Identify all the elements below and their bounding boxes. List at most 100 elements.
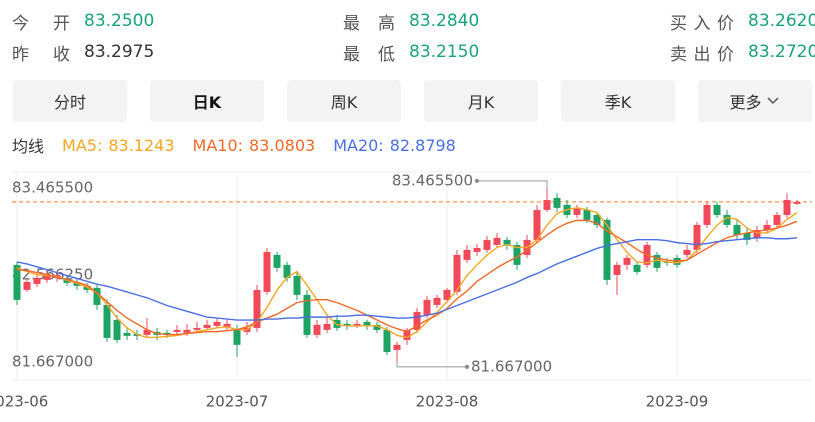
quote-label: 今开 (12, 13, 70, 34)
candle-body (793, 201, 801, 204)
quote-item: 买入价 83.2620 (670, 9, 815, 34)
candle-body (183, 329, 191, 333)
quote-value: 83.2975 (84, 42, 155, 62)
candle-body (193, 327, 201, 330)
tab-label: 季K (604, 93, 632, 112)
min-label: 81.667000 (471, 357, 552, 375)
candle-body (633, 264, 641, 272)
tab-label: 分时 (53, 93, 86, 112)
legend-name: MA10 (193, 136, 250, 155)
legend-name: MA20 (333, 136, 390, 155)
tab-label: 更多 (729, 93, 762, 112)
candle-body (493, 237, 501, 245)
candle-body (103, 304, 111, 338)
candle-body (63, 279, 71, 283)
candle-body (343, 323, 351, 326)
quote-label: 最低 (343, 44, 395, 65)
candle-body (593, 214, 601, 225)
candle-body (763, 224, 771, 230)
quote-value: 83.2840 (409, 11, 480, 31)
candle-body (283, 264, 291, 278)
candle-body (773, 214, 781, 225)
tab-label: 日K (192, 93, 222, 112)
quote-value: 83.2720 (748, 42, 815, 62)
tab[interactable]: 月K (424, 80, 538, 122)
candle-body (703, 204, 711, 225)
tab-label: 周K (330, 93, 358, 112)
candle-body (233, 329, 241, 345)
candle-body (543, 199, 551, 210)
min-pointer (396, 361, 467, 368)
legend: 均线 MA583.1243 MA1083.0803 MA2082.8798 (12, 134, 456, 157)
candle-body (123, 332, 131, 336)
candle-body (73, 282, 81, 286)
candle-body (413, 311, 421, 330)
candle-body (693, 224, 701, 250)
candle-body (513, 244, 521, 265)
candle-body (613, 264, 621, 275)
candle-body (743, 232, 751, 240)
y-tick-label: 83.465500 (12, 178, 93, 196)
candle-body (293, 275, 301, 295)
candle-body (753, 229, 761, 238)
candle-body (553, 197, 561, 208)
candle-body (33, 277, 41, 284)
ma-line (16, 207, 798, 339)
candle-body (353, 323, 361, 326)
candle-body (603, 219, 611, 280)
tab[interactable]: 季K (561, 80, 675, 122)
candle-body (113, 319, 121, 340)
legend-value: 83.0803 (249, 135, 316, 155)
x-tick-label: 2023-09 (646, 393, 709, 411)
legend-entry: MA2082.8798 (333, 136, 456, 155)
quote-value: 83.2150 (409, 42, 480, 62)
candle-body (453, 254, 461, 292)
quote-item: 昨收 83.2975 (12, 40, 155, 65)
candle-body (573, 207, 581, 215)
quote-item: 最低 83.2150 (343, 40, 480, 65)
quote-label: 昨收 (12, 44, 70, 65)
quote-item: 卖出价 83.2720 (670, 40, 815, 65)
candle-body (653, 254, 661, 268)
tab[interactable]: 周K (287, 80, 401, 122)
candle-body (273, 254, 281, 268)
candle-body (683, 249, 691, 255)
legend-name: MA5 (62, 136, 108, 155)
candle-body (503, 239, 511, 245)
candle-body (263, 251, 271, 292)
candle-body (733, 224, 741, 235)
quote-value: 83.2500 (84, 11, 155, 31)
x-tick-label: 2023-07 (206, 393, 269, 411)
candle-body (213, 321, 221, 326)
candle-body (443, 289, 451, 300)
candle-body (93, 287, 101, 305)
candle-body (313, 324, 321, 335)
tab[interactable]: 分时 (13, 80, 127, 122)
candle-body (393, 344, 401, 350)
ma-line (16, 219, 798, 336)
candle-body (383, 329, 391, 352)
candle-body (713, 204, 721, 215)
min-dot (465, 364, 469, 369)
x-tick-label: 2023-06 (0, 393, 48, 411)
candle-body (433, 297, 441, 305)
candle-body (423, 299, 431, 315)
quote-item: 今开 83.2500 (12, 9, 155, 34)
candle-body (473, 247, 481, 252)
y-tick-label: 81.667000 (12, 352, 93, 370)
chevron (766, 97, 779, 105)
quote-label: 卖出价 (670, 44, 734, 65)
tab[interactable]: 日K (150, 80, 264, 122)
candle-body (323, 323, 331, 330)
candle-body (173, 329, 181, 332)
quote-label: 最高 (343, 13, 395, 34)
tab[interactable]: 更多 (698, 80, 812, 122)
candle-body (783, 199, 791, 215)
candle-body (463, 249, 471, 260)
candle-body (253, 289, 261, 328)
candle-body (723, 214, 731, 225)
max-label: 83.465500 (392, 171, 473, 189)
max-pointer (477, 180, 548, 188)
candle-body (363, 321, 371, 326)
